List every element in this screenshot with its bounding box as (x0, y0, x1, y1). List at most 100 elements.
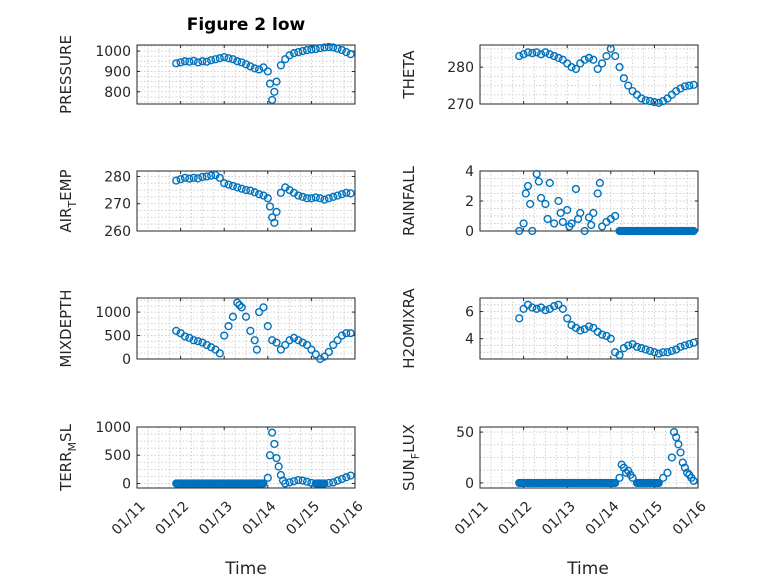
data-point (650, 348, 659, 357)
data-point (193, 337, 203, 346)
data-point (619, 74, 628, 83)
panel-6: 01/11 01/12 01/13 01/14 01/15 01/16 0 500 1000 TE… (57, 420, 367, 538)
data-point (597, 59, 607, 68)
data-point (645, 346, 655, 355)
data-point (654, 349, 663, 358)
series-markers (515, 300, 698, 360)
y-tick-label: 280 (104, 169, 131, 185)
data-point (628, 473, 637, 482)
data-point (233, 183, 242, 192)
data-point (228, 312, 238, 321)
data-point (519, 219, 528, 228)
data-point (621, 468, 631, 477)
data-point (536, 193, 546, 203)
data-point (254, 190, 264, 199)
data-point (294, 475, 303, 485)
data-point (337, 190, 347, 199)
data-point (645, 96, 655, 106)
grid (136, 298, 356, 360)
data-point (281, 55, 290, 64)
data-point (337, 45, 347, 55)
grid (136, 426, 356, 488)
data-point (180, 332, 190, 341)
data-point (233, 57, 242, 66)
axes-box (136, 170, 356, 232)
data-point (185, 57, 194, 66)
data-point (672, 433, 681, 442)
data-point (680, 82, 690, 91)
x-tick-label: 01/16 (670, 498, 710, 538)
data-point (172, 59, 181, 68)
data-point (550, 219, 559, 228)
data-point (193, 58, 203, 67)
data-point (176, 175, 185, 184)
series-markers (515, 169, 698, 236)
y-tick-label: 0 (122, 352, 131, 368)
data-point (298, 47, 307, 56)
data-point (274, 462, 283, 471)
data-point (532, 304, 541, 313)
data-point (685, 339, 694, 349)
data-point (589, 55, 598, 64)
data-point (241, 312, 251, 321)
data-point (571, 64, 581, 74)
data-point (593, 189, 602, 198)
data-point (289, 49, 299, 58)
data-point (285, 51, 294, 60)
data-point (215, 54, 224, 63)
data-point (589, 208, 598, 218)
x-tick-label: 01/11 (452, 498, 492, 538)
y-tick-label: 500 (104, 448, 131, 464)
data-point (545, 178, 554, 188)
data-point (676, 342, 685, 351)
data-point (329, 340, 338, 350)
data-point (545, 50, 554, 59)
data-point (663, 468, 672, 477)
data-point (302, 194, 312, 203)
data-point (250, 64, 259, 73)
axes-box (479, 297, 699, 360)
data-point (272, 77, 281, 86)
data-point (556, 208, 565, 218)
data-point (669, 427, 679, 437)
data-point (241, 60, 251, 69)
data-point (285, 478, 294, 487)
data-point (254, 65, 264, 74)
data-point (220, 331, 229, 340)
data-point (281, 340, 290, 350)
data-point (654, 98, 663, 107)
data-point (515, 314, 524, 323)
panel-1: 270 280 THETA (400, 44, 699, 113)
data-point (198, 172, 207, 182)
data-point (659, 473, 668, 482)
data-point (246, 186, 255, 195)
data-point (554, 196, 563, 206)
x-tick-label: 01/12 (152, 498, 192, 538)
data-point (536, 50, 546, 59)
axes-box (136, 426, 356, 489)
data-point (346, 50, 355, 59)
data-point (606, 44, 615, 53)
data-point (235, 300, 244, 310)
data-point (337, 331, 347, 340)
data-point (584, 213, 594, 222)
data-point (567, 63, 576, 72)
data-point (307, 345, 316, 354)
data-point (250, 336, 259, 345)
grid (136, 45, 356, 104)
data-point (550, 51, 559, 61)
data-point (333, 44, 342, 53)
data-point (176, 58, 185, 67)
y-axis-label: PRESSURE (57, 35, 75, 114)
data-point (316, 43, 325, 53)
data-point (689, 80, 698, 89)
data-point (532, 48, 541, 57)
data-point (263, 473, 272, 482)
x-tick-label: 01/13 (539, 498, 579, 538)
data-point (302, 45, 312, 55)
data-point (298, 192, 307, 202)
axes-box (136, 297, 356, 360)
x-tick-label: 01/16 (327, 498, 367, 538)
data-point (558, 217, 567, 227)
data-point (333, 476, 342, 485)
